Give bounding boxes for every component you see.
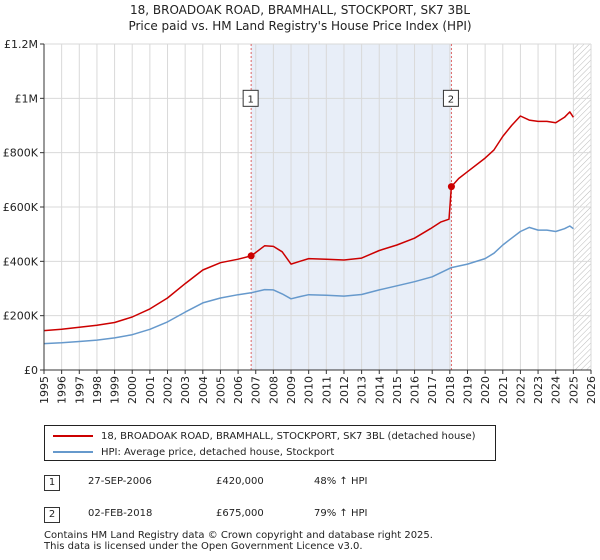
sale-hpi-change: 79% ↑ HPI xyxy=(314,508,368,519)
sale-date: 27-SEP-2006 xyxy=(88,476,152,487)
x-tick-label: 2020 xyxy=(479,376,492,404)
sale-label: 2 xyxy=(448,94,454,105)
x-tick-label: 2019 xyxy=(461,376,474,404)
footer-line-2: This data is licensed under the Open Gov… xyxy=(44,541,363,552)
x-tick-label: 2026 xyxy=(585,376,598,404)
sale-label-box xyxy=(442,89,459,107)
x-tick-label: 1998 xyxy=(91,376,104,404)
footer-line-1: Contains HM Land Registry data © Crown c… xyxy=(44,530,433,541)
sale-number: 1 xyxy=(44,475,60,491)
chart-title: 18, BROADOAK ROAD, BRAMHALL, STOCKPORT, … xyxy=(130,3,470,17)
x-tick-label: 2006 xyxy=(232,376,245,404)
x-tick-label: 2007 xyxy=(250,376,263,404)
x-tick-label: 2002 xyxy=(162,376,175,404)
y-tick-label: £600K xyxy=(3,201,39,214)
chart-legend: 18, BROADOAK ROAD, BRAMHALL, STOCKPORT, … xyxy=(44,425,496,461)
x-tick-label: 2021 xyxy=(497,376,510,404)
x-tick-label: 2015 xyxy=(391,376,404,404)
x-tick-label: 2012 xyxy=(338,376,351,404)
y-tick-label: £200K xyxy=(3,310,39,323)
x-tick-label: 2023 xyxy=(532,376,545,404)
sale-label: 1 xyxy=(247,94,253,105)
y-tick-label: £1.2M xyxy=(4,38,38,51)
x-tick-label: 2014 xyxy=(373,376,386,404)
hpi-line xyxy=(43,225,574,345)
x-tick-label: 2016 xyxy=(409,376,422,404)
y-tick-label: £0 xyxy=(24,364,38,377)
sale-label-box xyxy=(242,89,259,107)
sale-number: 2 xyxy=(44,507,60,523)
chart-subtitle: Price paid vs. HM Land Registry's House … xyxy=(128,19,471,33)
legend-label-hpi: HPI: Average price, detached house, Stoc… xyxy=(101,446,335,458)
x-tick-label: 1996 xyxy=(56,376,69,404)
x-tick-label: 2022 xyxy=(514,376,527,404)
x-tick-label: 2008 xyxy=(267,376,280,404)
legend-item-hpi: HPI: Average price, detached house, Stoc… xyxy=(53,444,334,460)
y-tick-label: £400K xyxy=(3,255,39,268)
price-chart: 18, BROADOAK ROAD, BRAMHALL, STOCKPORT, … xyxy=(3,3,598,404)
x-tick-label: 2011 xyxy=(320,376,333,404)
y-tick-label: £800K xyxy=(3,147,39,160)
x-tick-label: 2013 xyxy=(356,376,369,404)
x-tick-label: 2024 xyxy=(550,376,563,404)
footer-attribution: Contains HM Land Registry data © Crown c… xyxy=(44,530,433,552)
x-tick-label: 2004 xyxy=(197,376,210,404)
sale-point xyxy=(447,183,455,191)
x-tick-label: 2009 xyxy=(285,376,298,404)
x-tick-label: 2025 xyxy=(567,376,580,404)
legend-line-property xyxy=(53,435,93,437)
sale-price: £675,000 xyxy=(216,508,264,519)
x-tick-label: 1995 xyxy=(38,376,51,404)
x-tick-label: 1999 xyxy=(109,376,122,404)
x-tick-label: 2005 xyxy=(214,376,227,404)
legend-label-property: 18, BROADOAK ROAD, BRAMHALL, STOCKPORT, … xyxy=(101,430,476,442)
sale-point xyxy=(247,252,255,260)
x-tick-label: 1997 xyxy=(73,376,86,404)
property-price-line xyxy=(43,111,575,332)
legend-item-property: 18, BROADOAK ROAD, BRAMHALL, STOCKPORT, … xyxy=(53,428,476,444)
sale-date: 02-FEB-2018 xyxy=(88,508,153,519)
x-tick-label: 2010 xyxy=(303,376,316,404)
sale-hpi-change: 48% ↑ HPI xyxy=(314,476,368,487)
x-tick-label: 2001 xyxy=(144,376,157,404)
sale-price: £420,000 xyxy=(216,476,264,487)
x-tick-label: 2003 xyxy=(179,376,192,404)
legend-line-hpi xyxy=(53,451,93,453)
x-tick-label: 2000 xyxy=(126,376,139,404)
y-tick-label: £1M xyxy=(15,92,39,105)
x-tick-label: 2018 xyxy=(444,376,457,404)
x-tick-label: 2017 xyxy=(426,376,439,404)
